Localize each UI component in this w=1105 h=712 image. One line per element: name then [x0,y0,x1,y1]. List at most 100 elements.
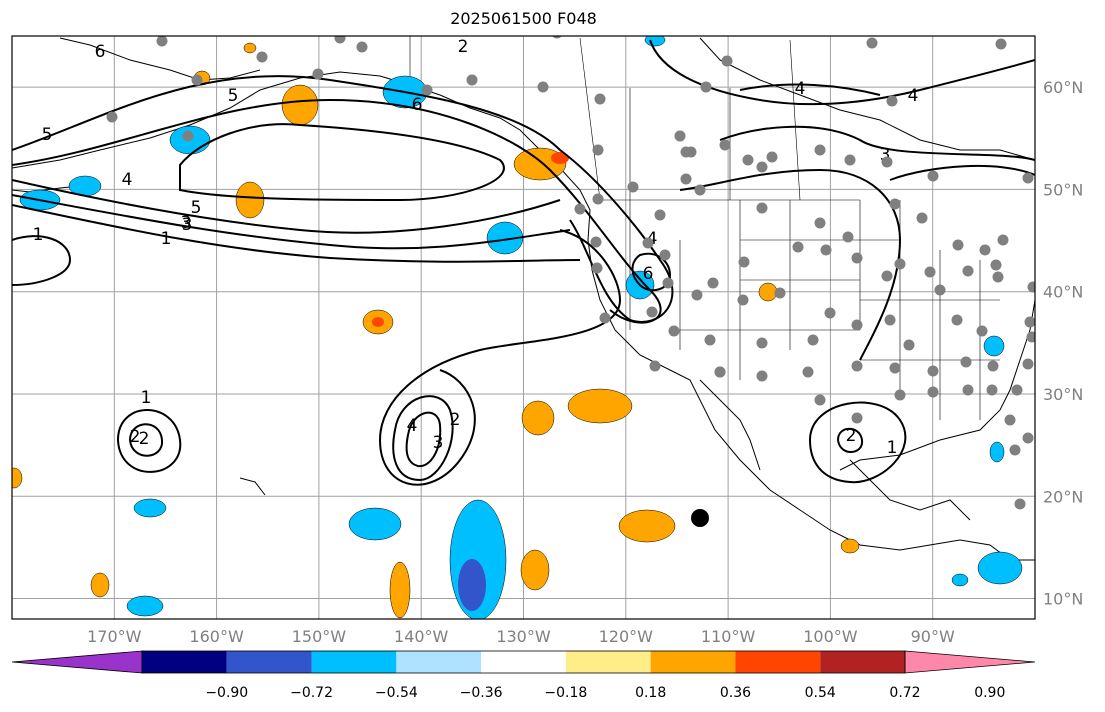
station-marker [662,277,674,289]
latitude-tick-label: 60°N [1043,78,1083,97]
contour-label: 4 [908,86,919,106]
contour-label: 2 [458,37,469,57]
station-marker [721,55,733,67]
latitude-tick-label: 50°N [1043,180,1083,199]
station-marker [646,306,658,318]
contour-label: 3 [880,145,891,165]
station-marker [1009,444,1021,456]
station-marker [599,312,611,324]
station-marker [894,258,906,270]
station-marker [844,154,856,166]
station-marker [649,360,661,372]
station-marker [106,111,118,123]
colorbar-tick-label: 0.36 [720,685,751,701]
contour-label: 1 [161,229,172,249]
station-marker [707,277,719,289]
colorbar-tick-label: −0.72 [290,685,333,701]
colorbar-segment [142,651,227,673]
station-marker [802,366,814,378]
colorbar-segment [820,651,905,673]
colorbar-tick-labels: −0.90 −0.72 −0.54 −0.36 −0.18 0.18 0.36 0.54 0.7… [205,685,1005,701]
station-marker [756,202,768,214]
station-marker [737,294,749,306]
colorbar-outline [141,650,906,674]
station-marker [700,81,712,93]
station-marker [884,314,896,326]
contour-label: 4 [122,170,133,190]
station-marker [851,360,863,372]
station-marker [627,181,639,193]
longitude-tick-label: 170°W [87,627,142,646]
station-marker [714,366,726,378]
contour-label: 4 [647,229,658,249]
station-marker [916,212,928,224]
longitude-tick-label: 100°W [803,627,858,646]
station-marker [738,256,750,268]
colorbar-segment [650,651,736,673]
colorbar-tick-label: 0.72 [889,685,920,701]
longitude-tick-label: 160°W [189,627,244,646]
station-marker [924,266,936,278]
station-marker [774,287,786,299]
station-marker [312,68,324,80]
station-marker [927,365,939,377]
colorbar-segment [481,651,566,673]
station-marker [962,384,974,396]
station-marker [685,146,697,158]
colorbar-segment [396,651,482,673]
station-marker [466,74,478,86]
storm-center-marker [691,509,709,527]
station-marker [995,38,1007,50]
station-marker [356,41,368,53]
contour-label: 2 [139,429,150,449]
station-marker [824,307,836,319]
station-marker [704,334,716,346]
contour-label: 3 [182,215,193,235]
station-marker [820,244,832,256]
station-marker [881,156,893,168]
colorbar-tick-label: −0.18 [544,685,587,701]
latitude-tick-label: 40°N [1043,283,1083,302]
station-marker [990,259,1002,271]
station-marker [694,184,706,196]
station-marker [256,51,268,63]
contour-label: 2 [130,427,141,447]
station-marker [927,386,939,398]
station-marker [866,37,878,49]
station-marker [814,217,826,229]
station-marker [1022,358,1034,370]
contour-label: 3 [181,213,192,233]
station-marker [182,130,194,142]
longitude-labels: 170°W 160°W 150°W 140°W 130°W 120°W 110°W 100°W… [87,627,955,646]
contour-label: 6 [95,42,106,62]
longitude-tick-label: 110°W [701,627,756,646]
station-marker [881,270,893,282]
colorbar-segment [735,651,821,673]
colorbar-extend-low [11,650,143,674]
station-marker [986,384,998,396]
station-marker [927,170,939,182]
station-marker [1011,384,1023,396]
station-marker [537,81,549,93]
station-marker [1026,331,1035,343]
longitude-tick-label: 140°W [394,627,449,646]
station-marker [889,362,901,374]
latitude-tick-label: 30°N [1043,385,1083,404]
colorbar-tick-label: −0.36 [460,685,503,701]
station-marker [1024,316,1035,328]
contour-label: 5 [191,198,202,218]
latitude-labels: 60°N 50°N 40°N 30°N 20°N 10°N [1043,78,1083,608]
graticule [12,36,1035,619]
station-marker [756,161,768,173]
station-marker [886,95,898,107]
station-marker [191,74,203,86]
station-marker [1022,172,1034,184]
station-marker [156,36,168,47]
contour-label: 2 [450,410,461,430]
station-marker [591,262,603,274]
map-frame [11,35,1036,620]
colorbar-tick-label: −0.54 [375,685,418,701]
station-marker [807,334,819,346]
station-marker [719,139,731,151]
